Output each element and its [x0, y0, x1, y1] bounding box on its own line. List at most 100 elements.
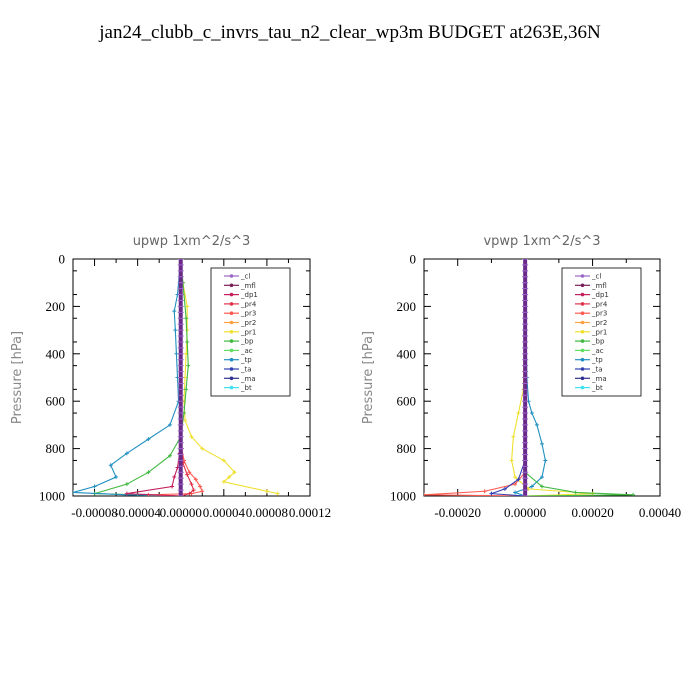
legend-entry: _pr2 — [224, 319, 256, 327]
legend-label: _cl — [240, 273, 250, 281]
legend-marker — [580, 339, 585, 343]
y-axis-label: Pressure [hPa] — [361, 331, 376, 424]
legend-marker — [580, 330, 585, 334]
legend-marker — [229, 376, 234, 381]
series-point — [631, 492, 636, 496]
legend-entry: _bt — [224, 384, 252, 392]
series-point — [191, 488, 196, 493]
series-point — [172, 309, 177, 314]
series-point — [124, 491, 129, 496]
series-point — [187, 491, 192, 496]
series-point — [513, 482, 518, 487]
main-title: jan24_clubb_c_invrs_tau_n2_clear_wp3m BU… — [99, 22, 601, 43]
series-point — [516, 411, 521, 416]
x-tick-label: 0.00012 — [289, 505, 331, 520]
x-tick-label: 0.00008 — [246, 505, 288, 520]
legend-marker — [229, 339, 234, 343]
panel-title: upwp 1xm^2/s^3 — [133, 234, 251, 249]
legend-entry: _dp1 — [575, 291, 609, 299]
x-tick-label: -0.00008 — [71, 505, 118, 520]
legend-marker — [580, 302, 585, 306]
legend-marker — [229, 302, 234, 306]
series-point — [489, 491, 494, 496]
legend-marker — [580, 283, 585, 288]
series-dp1 — [124, 259, 183, 496]
series-ta — [489, 259, 528, 496]
series-layer — [73, 259, 280, 496]
x-tick-label: 0.00000 — [504, 505, 546, 520]
legend-marker — [229, 348, 234, 353]
legend-label: _dp1 — [240, 291, 258, 299]
x-tick-label: 0.00000 — [160, 505, 202, 520]
series-point — [193, 477, 198, 482]
legend-label: _pr1 — [240, 328, 256, 336]
legend-label: _mfl — [240, 282, 256, 290]
upwp-panel: upwp 1xm^2/s^3 Pressure [hPa] 0 200 400 600 80… — [10, 234, 331, 520]
series-point — [114, 475, 119, 480]
vpwp-panel: vpwp 1xm^2/s^3 Pressure [hPa] 0 200 400 600 80… — [361, 234, 681, 520]
legend-label: _bp — [240, 338, 254, 346]
series-point — [172, 475, 177, 480]
legend: _cl_mfl_dp1_pr4_pr3_pr2_pr1_bp_ac_tp_ta_… — [561, 267, 642, 397]
legend-entry: _bp — [224, 338, 254, 346]
series-point — [189, 434, 194, 439]
series-point — [227, 475, 232, 480]
legend-label: _ac — [591, 347, 604, 355]
legend-marker — [580, 357, 585, 362]
legend-label: _bt — [240, 384, 252, 392]
legend-entry: _ta — [224, 366, 252, 374]
legend-label: _pr3 — [591, 310, 607, 318]
legend-label: _ta — [240, 366, 252, 374]
y-tick-label: 400 — [46, 346, 66, 361]
legend-marker — [229, 283, 234, 288]
legend-entry: _bt — [575, 384, 603, 392]
y-tick-label: 400 — [397, 346, 417, 361]
series-point — [232, 470, 237, 475]
x-tick-label: 0.00040 — [639, 505, 681, 520]
legend-label: _pr2 — [591, 319, 607, 327]
legend-entry: _ma — [575, 375, 607, 383]
legend-marker — [229, 274, 234, 278]
series-point — [167, 422, 172, 427]
legend-label: _tp — [591, 356, 603, 364]
series-point — [264, 489, 269, 494]
legend-entry: _mfl — [224, 282, 256, 290]
legend-label: _pr3 — [240, 310, 256, 318]
series-tp — [73, 259, 183, 496]
series-tp — [513, 259, 548, 496]
legend-entry: _ma — [224, 375, 256, 383]
series-point — [424, 492, 426, 496]
legend-entry: _mfl — [575, 282, 607, 290]
legend-marker — [229, 357, 234, 362]
y-tick-label: 600 — [46, 394, 66, 409]
series-point — [511, 434, 516, 439]
series-pr3 — [146, 259, 205, 496]
series-point — [189, 482, 194, 487]
legend-entry: _bp — [575, 338, 605, 346]
series-point — [275, 491, 280, 496]
legend-label: _dp1 — [591, 291, 609, 299]
legend-marker — [229, 385, 234, 390]
series-point — [529, 484, 534, 489]
series-point — [183, 418, 188, 423]
legend-marker — [229, 330, 234, 334]
series-point — [509, 458, 514, 463]
legend-entry: _dp1 — [224, 291, 258, 299]
legend-entry: _pr2 — [575, 319, 607, 327]
series-line — [513, 259, 546, 496]
legend-entry: _pr4 — [224, 300, 257, 308]
series-point — [185, 304, 190, 309]
series-line — [126, 259, 182, 496]
legend-entry: _pr1 — [575, 328, 607, 336]
series-point — [221, 479, 226, 484]
panel-title: vpwp 1xm^2/s^3 — [483, 234, 600, 249]
y-axis-label: Pressure [hPa] — [10, 331, 25, 424]
series-point — [526, 486, 531, 491]
x-tick-label: 0.00004 — [203, 505, 246, 520]
series-point — [185, 472, 190, 477]
series-point — [186, 363, 191, 368]
y-tick-label: 800 — [46, 441, 66, 456]
series-line — [491, 259, 526, 496]
series-point — [185, 339, 190, 344]
legend-entry: _cl — [224, 273, 250, 281]
